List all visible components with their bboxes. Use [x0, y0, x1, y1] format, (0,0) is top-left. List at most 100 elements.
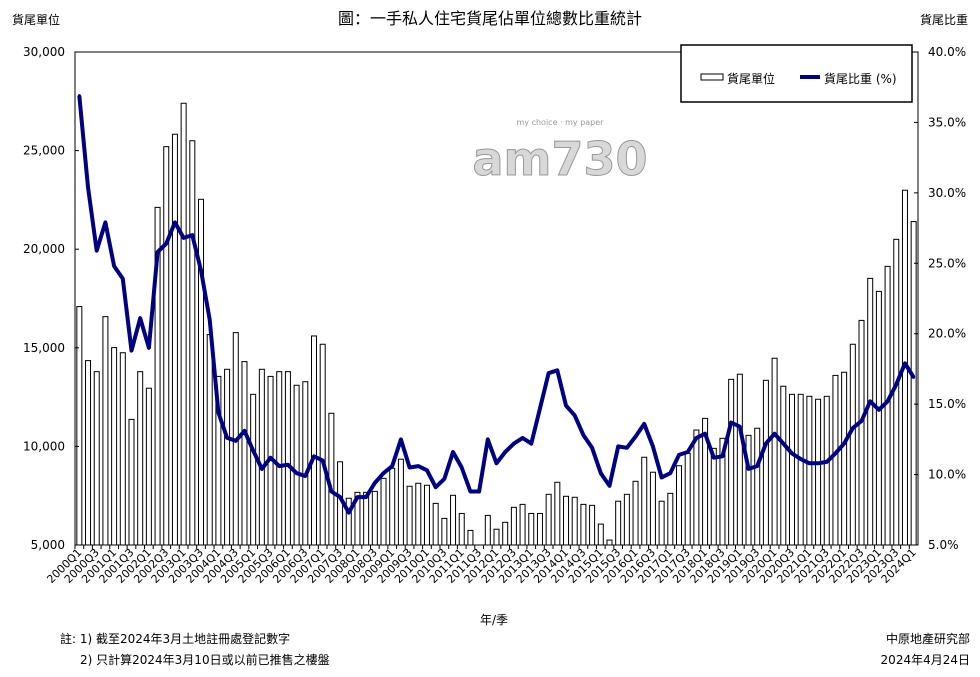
- line-point: [634, 435, 638, 439]
- bar: [510, 506, 517, 546]
- right-tick-label: 40.0%: [928, 45, 966, 59]
- bar: [85, 360, 92, 546]
- bar: [163, 146, 170, 546]
- bar: [284, 371, 291, 546]
- left-tick-label: 30,000: [23, 45, 65, 59]
- line-point: [486, 437, 490, 441]
- bar: [641, 456, 648, 546]
- line-point: [216, 411, 220, 415]
- line-point: [138, 316, 142, 320]
- bar: [519, 503, 526, 546]
- line-point: [460, 466, 464, 470]
- right-tick-label: 15.0%: [928, 397, 966, 411]
- right-axis-title: 貨尾比重: [920, 12, 968, 27]
- line-point: [503, 450, 507, 454]
- line-point: [312, 454, 316, 458]
- line-point: [208, 318, 212, 322]
- line-point: [712, 456, 716, 460]
- line-point: [912, 375, 916, 379]
- note-1: 註: 1) 截至2024年3月土地註冊處登記數字: [60, 631, 290, 646]
- bar: [406, 485, 413, 546]
- bar: [276, 371, 283, 546]
- line-point: [295, 471, 299, 475]
- line-point: [521, 436, 525, 440]
- bar: [484, 514, 491, 546]
- left-tick-label: 5,000: [31, 538, 65, 552]
- bar: [241, 361, 248, 546]
- bar: [345, 497, 352, 546]
- line-point: [382, 471, 386, 475]
- bar: [563, 495, 570, 546]
- line-point: [555, 368, 559, 372]
- line-point: [894, 382, 898, 386]
- right-tick-label: 10.0%: [928, 468, 966, 482]
- line-point: [590, 446, 594, 450]
- bar: [806, 395, 813, 546]
- legend-bar-swatch: [700, 73, 724, 81]
- bar: [319, 343, 326, 546]
- line-point: [364, 495, 368, 499]
- right-tick-label: 25.0%: [928, 256, 966, 270]
- line-point: [338, 495, 342, 499]
- bar: [867, 277, 874, 546]
- bar: [771, 357, 778, 546]
- line-point: [321, 458, 325, 462]
- bar: [841, 371, 848, 546]
- bar: [450, 494, 457, 546]
- line-point: [573, 413, 577, 417]
- bar: [111, 347, 118, 546]
- bar: [580, 503, 587, 546]
- bar: [571, 496, 578, 546]
- right-tick-label: 20.0%: [928, 327, 966, 341]
- line-point: [468, 489, 472, 493]
- legend-label-ratio: 貨尾比重 (%): [824, 71, 897, 86]
- line-point: [773, 432, 777, 436]
- line-point: [660, 475, 664, 479]
- line-point: [790, 451, 794, 455]
- line-point: [816, 461, 820, 465]
- bar: [858, 319, 865, 546]
- bar: [145, 387, 152, 546]
- bar: [910, 221, 917, 546]
- bar: [528, 512, 535, 546]
- bar: [102, 316, 109, 546]
- left-tick-label: 25,000: [23, 144, 65, 158]
- line-point: [434, 485, 438, 489]
- bar: [667, 492, 674, 546]
- line-point: [425, 468, 429, 472]
- bar: [658, 500, 665, 546]
- bar: [823, 395, 830, 546]
- bar: [615, 500, 622, 546]
- line-point: [720, 454, 724, 458]
- plot-frame: [74, 51, 919, 546]
- bar: [363, 491, 370, 546]
- line-point: [755, 464, 759, 468]
- line-point: [781, 442, 785, 446]
- bar: [467, 529, 474, 546]
- line-point: [833, 451, 837, 455]
- line-point: [147, 346, 151, 350]
- line-point: [121, 277, 125, 281]
- bar: [797, 393, 804, 546]
- line-point: [547, 371, 551, 375]
- line-point: [129, 349, 133, 353]
- bar: [762, 379, 769, 546]
- line-point: [807, 461, 811, 465]
- bar: [397, 458, 404, 546]
- line-point: [868, 399, 872, 403]
- bar: [258, 368, 265, 546]
- line-point: [677, 453, 681, 457]
- line-point: [799, 457, 803, 461]
- source-date: 2024年4月24日: [881, 653, 970, 667]
- line-point: [886, 399, 890, 403]
- line-point: [607, 484, 611, 488]
- line-point: [347, 511, 351, 515]
- line-point: [286, 463, 290, 467]
- right-tick-label: 35.0%: [928, 115, 966, 129]
- bar: [536, 512, 543, 546]
- source-org: 中原地產研究部: [886, 631, 970, 646]
- line-point: [747, 467, 751, 471]
- line-point: [651, 444, 655, 448]
- line-point: [103, 220, 107, 224]
